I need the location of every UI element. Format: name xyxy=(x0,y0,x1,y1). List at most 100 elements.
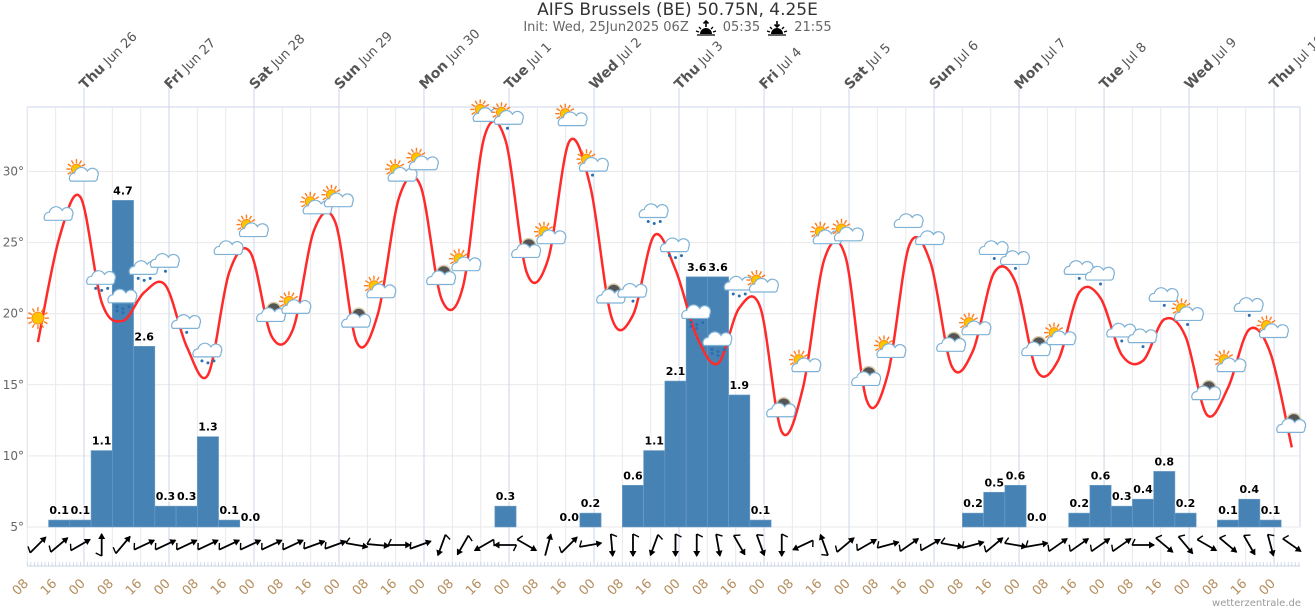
precip-bar xyxy=(1068,512,1091,528)
wind-head xyxy=(546,533,553,541)
rain-drop xyxy=(667,254,671,258)
wind-head xyxy=(473,544,481,552)
hour-label: 16 xyxy=(718,576,740,598)
wind-barb xyxy=(516,535,524,541)
hour-label: 00 xyxy=(916,576,938,598)
rain-drop xyxy=(142,278,146,282)
y-axis: 5° 10° 15° 20° 25° 30° xyxy=(3,165,24,535)
wind-barb xyxy=(657,534,664,541)
sun-cloud-icon xyxy=(385,159,418,182)
wind-barb xyxy=(1178,534,1186,538)
wind-head xyxy=(254,539,262,546)
sun-ray xyxy=(832,231,837,235)
wind-head xyxy=(778,551,786,557)
wind-arrow-icon xyxy=(1219,534,1238,553)
sun-ray xyxy=(293,295,298,299)
wind-head xyxy=(362,542,369,550)
rain-drop xyxy=(631,299,635,303)
wind-arrow-icon xyxy=(919,538,941,552)
cloud-shape xyxy=(511,243,542,259)
wind-arrow-icon xyxy=(197,539,219,551)
hour-label: 08 xyxy=(265,576,287,598)
wind-arrow-icon xyxy=(1131,538,1156,549)
cloud-shape xyxy=(192,342,223,358)
sun-ray xyxy=(1058,327,1064,331)
cloud-shape xyxy=(681,304,712,320)
hour-label: 00 xyxy=(236,576,258,598)
cloud-shape xyxy=(999,250,1030,266)
sun-ray xyxy=(283,292,287,297)
wind-arrow-icon xyxy=(27,536,47,554)
sun-ray xyxy=(78,160,83,165)
sun-ray xyxy=(546,222,550,227)
sun-ray xyxy=(28,321,33,325)
precip-bar xyxy=(1259,519,1282,528)
cloud-shape xyxy=(107,288,138,304)
sun-ray xyxy=(389,160,393,165)
sun-ray xyxy=(301,196,306,200)
y-tick-label: 20° xyxy=(3,307,24,321)
sun-ray xyxy=(237,226,242,231)
wind-arrow-icon xyxy=(834,537,855,553)
sun-ray xyxy=(825,226,830,230)
sun-ray xyxy=(846,223,851,227)
rain-drop xyxy=(212,359,216,363)
wind-barb xyxy=(1068,544,1071,552)
sun-ray xyxy=(971,313,975,318)
rain-drop xyxy=(689,320,693,324)
wind-arrow-icon xyxy=(239,539,262,551)
rain-drop xyxy=(731,292,735,296)
sun-cloud-icon xyxy=(533,221,567,245)
wind-head xyxy=(933,538,941,546)
precip-label: 0.3 xyxy=(1112,490,1132,503)
wind-head xyxy=(648,549,656,557)
rain-drop xyxy=(163,269,167,273)
sunrise-icon xyxy=(695,20,716,36)
hour-label: 16 xyxy=(548,576,570,598)
sun-ray xyxy=(407,152,412,156)
wind-head xyxy=(608,550,616,557)
precip-bar xyxy=(112,200,134,528)
precip-label: 0.2 xyxy=(1070,497,1090,510)
cloud-shape xyxy=(536,229,567,245)
precip-label: 3.6 xyxy=(687,261,707,274)
wind-head xyxy=(977,540,985,547)
rain-light-icon xyxy=(617,282,648,303)
rain-icon xyxy=(192,342,223,365)
precip-label: 0.0 xyxy=(559,511,579,524)
moon-cloud-icon xyxy=(426,264,457,286)
sun-cloud-icon xyxy=(1044,322,1077,346)
wind-head xyxy=(570,536,578,544)
sun-ray xyxy=(747,282,752,286)
day-label: Thu Jul 10 xyxy=(1267,32,1315,93)
day-label: Sat Jul 5 xyxy=(842,40,895,93)
sun-ray xyxy=(40,323,45,329)
cloud-shape xyxy=(281,299,312,314)
sun-ray xyxy=(28,312,33,316)
wind-head xyxy=(148,539,156,546)
hour-label: 08 xyxy=(10,576,32,598)
cloud-shape xyxy=(833,226,864,242)
wind-arrow-icon xyxy=(629,533,640,557)
sun-ray xyxy=(1045,335,1050,339)
sun-ray xyxy=(301,204,306,208)
sun-cloud-icon xyxy=(66,159,99,182)
wind-barb xyxy=(1243,534,1251,537)
sun-ray xyxy=(364,288,370,292)
wind-head xyxy=(996,537,1004,544)
sun-ray xyxy=(548,226,553,230)
wind-arrow-icon xyxy=(671,533,682,557)
sun-ray xyxy=(556,108,561,112)
sun-ray xyxy=(506,106,511,110)
sunset-icon xyxy=(766,21,788,36)
wind-barb xyxy=(940,537,946,544)
moon-cloud-icon xyxy=(256,301,287,323)
sun-ray xyxy=(248,215,253,220)
wind-arrow-icon xyxy=(693,533,704,557)
sun-ray xyxy=(1215,354,1220,358)
wind-head xyxy=(1060,538,1068,545)
wind-barb xyxy=(961,541,965,548)
precip-label: 0.3 xyxy=(496,490,516,503)
cloud-shape xyxy=(876,343,907,359)
cloud-shape xyxy=(256,307,287,323)
